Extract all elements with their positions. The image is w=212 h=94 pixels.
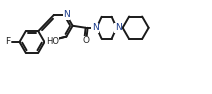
Text: HO: HO (46, 37, 59, 46)
Text: N: N (92, 23, 99, 32)
Text: N: N (115, 23, 121, 32)
Text: O: O (82, 36, 89, 45)
Text: F: F (5, 38, 10, 47)
Text: N: N (63, 10, 70, 19)
